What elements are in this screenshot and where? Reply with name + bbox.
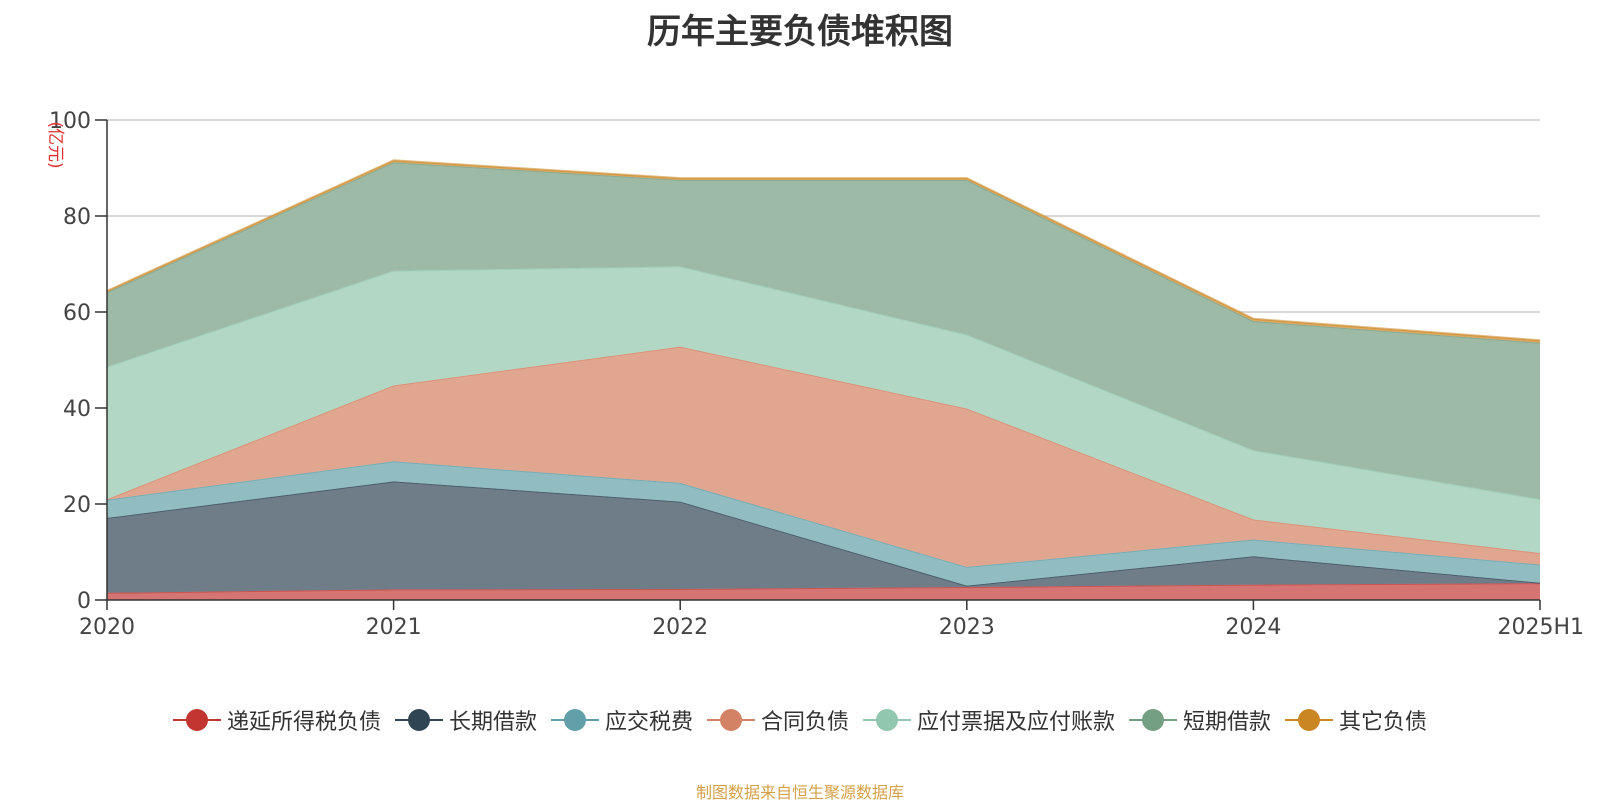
x-tick-label: 2025H1 [1497, 615, 1584, 640]
legend-item-3[interactable]: 合同负债 [706, 704, 849, 736]
area-series-5[interactable] [107, 162, 1540, 500]
legend-label: 短期借款 [1183, 710, 1272, 735]
legend-marker-icon [172, 709, 221, 731]
series-line-2 [106, 460, 1541, 568]
legend-marker-icon [1129, 709, 1178, 731]
y-tick-label: 80 [63, 205, 91, 230]
x-tick-label: 2021 [366, 615, 422, 640]
y-tick-label: 20 [63, 493, 91, 518]
y-tick-label: 100 [49, 109, 91, 134]
legend-item-5[interactable]: 短期借款 [1129, 704, 1271, 736]
x-tick-label: 2023 [939, 615, 995, 640]
legend-item-6[interactable]: 其它负债 [1285, 704, 1427, 736]
series-line-6 [106, 159, 1541, 342]
area-series-0[interactable] [107, 583, 1540, 600]
x-tick-label: 2024 [1225, 615, 1281, 640]
legend-label: 其它负债 [1339, 710, 1428, 735]
legend-label: 应付票据及应付账款 [917, 710, 1116, 735]
legend-marker-icon [394, 709, 443, 731]
legend-item-1[interactable]: 长期借款 [394, 704, 537, 736]
legend-label: 应交税费 [604, 710, 693, 735]
area-series-2[interactable] [107, 461, 1540, 586]
legend-item-2[interactable]: 应交税费 [550, 704, 693, 736]
x-tick-label: 2020 [79, 615, 135, 640]
area-series-4[interactable] [107, 266, 1540, 553]
legend-marker-icon [1285, 709, 1334, 731]
legend-marker-icon [706, 709, 755, 731]
y-axis-unit-label: (亿元) [45, 121, 65, 168]
area-series-1[interactable] [107, 481, 1540, 593]
chart-title: 历年主要负债堆积图 [647, 12, 953, 52]
x-tick-label: 2022 [652, 615, 708, 640]
area-series-3[interactable] [107, 346, 1540, 567]
legend-item-0[interactable]: 递延所得税负债 [172, 704, 381, 736]
legend-item-4[interactable]: 应付票据及应付账款 [863, 704, 1115, 736]
legend: 递延所得税负债 长期借款 应交税费 合同负债 应付票据及应付账款 短期借款 其它负债 [0, 704, 1600, 736]
legend-label: 长期借款 [448, 710, 537, 735]
y-tick-label: 40 [63, 397, 91, 422]
legend-label: 合同负债 [760, 710, 849, 735]
legend-marker-icon [863, 709, 911, 731]
data-source-note: 制图数据来自恒生聚源数据库 [695, 783, 904, 802]
y-tick-label: 0 [77, 589, 91, 614]
legend-marker-icon [550, 709, 599, 731]
y-tick-label: 60 [63, 301, 91, 326]
legend-label: 递延所得税负债 [226, 710, 381, 735]
